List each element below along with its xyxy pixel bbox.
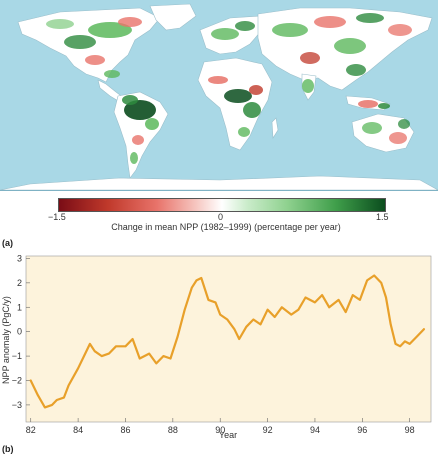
y-tick-label: 1 [17,302,22,312]
colorbar [58,198,386,212]
y-tick-label: 0 [17,327,22,337]
x-axis: 82 84 86 88 90 92 94 96 98 [26,418,415,435]
y-tick-label: 2 [17,278,22,288]
npp-anomaly-line [29,274,425,409]
x-axis-title: Year [219,430,237,440]
x-tick-label: 92 [263,425,273,435]
madagascar-landmass [271,117,279,139]
x-tick-label: 94 [310,425,320,435]
npp-change-map [0,0,438,191]
greenland-landmass [149,3,197,31]
colorbar-tick-zero: 0 [218,212,224,222]
colorbar-tick-min: −1.5 [48,212,66,222]
colorbar-label: Change in mean NPP (1982–1999) (percenta… [111,222,341,232]
panel-a-label: (a) [2,238,13,248]
npp-anomaly-chart: 3 2 1 0 −1 −2 −3 82 84 86 88 90 92 94 96 98 Year NPP a… [1,253,432,440]
npp-change-blobs [46,13,412,164]
x-tick-label: 86 [120,425,130,435]
y-tick-label: −2 [12,376,22,386]
x-tick-label: 82 [26,425,36,435]
colorbar-tick-max: 1.5 [376,212,389,222]
y-tick-label: 3 [17,253,22,263]
antarctica-landmass [0,175,438,190]
x-tick-label: 84 [73,425,83,435]
y-tick-label: −3 [12,400,22,410]
y-axis: 3 2 1 0 −1 −2 −3 [12,253,30,410]
world-map-graphic [0,3,438,190]
africa-landmass [197,57,273,151]
x-tick-label: 88 [168,425,178,435]
x-tick-label: 90 [215,425,225,435]
x-tick-label: 96 [357,425,367,435]
panel-b-label: (b) [2,444,14,454]
plot-area [25,255,432,423]
y-tick-label: −1 [12,351,22,361]
x-tick-label: 98 [405,425,415,435]
y-axis-title: NPP anomaly (PgC/y) [1,296,11,384]
